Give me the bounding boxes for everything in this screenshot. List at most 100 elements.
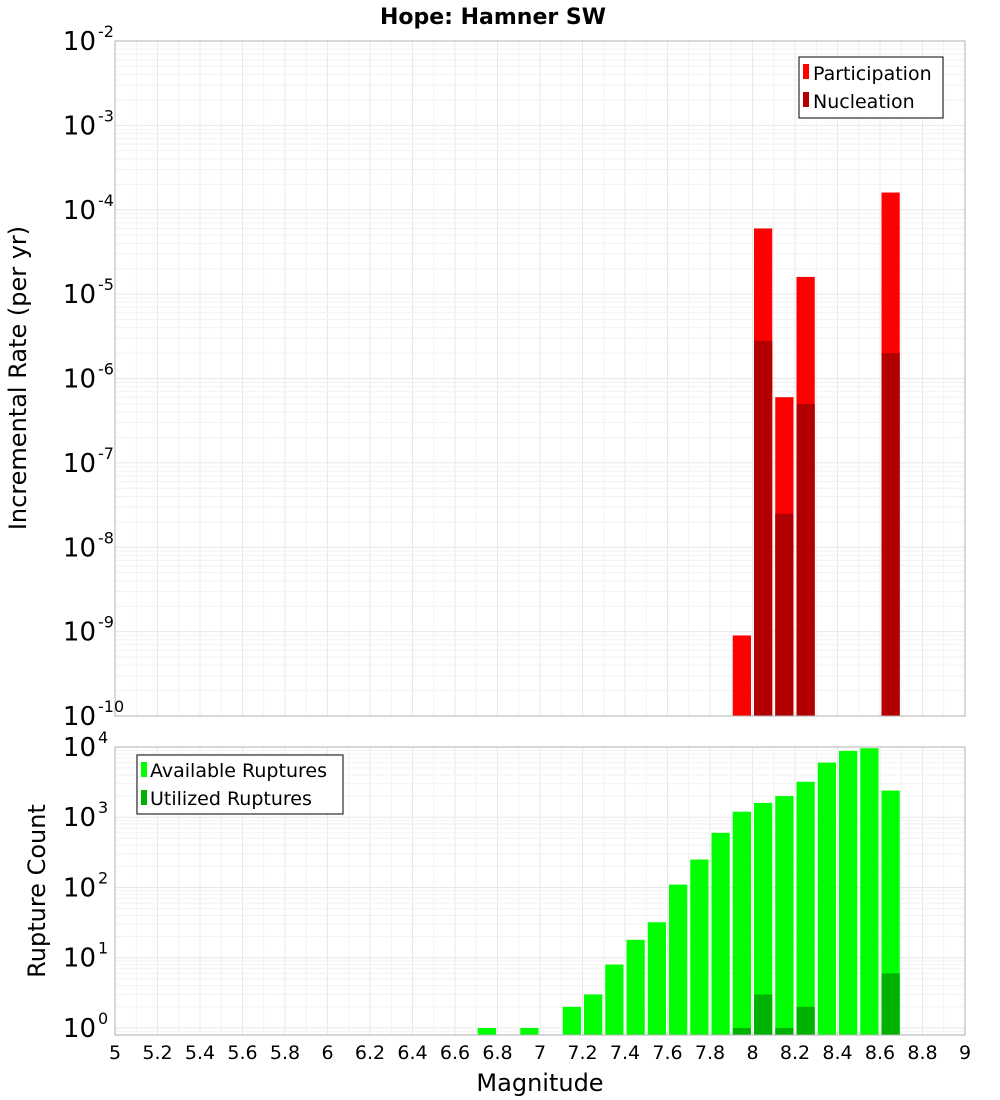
bottom-bar-available-ruptures (754, 802, 773, 1035)
bottom-bar-available-ruptures (520, 1027, 539, 1035)
bottom-bar-available-ruptures (732, 811, 751, 1035)
bottom-legend-box (136, 754, 344, 815)
top-y-tick-exponent: -8 (98, 528, 114, 547)
bottom-bar-available-ruptures (775, 796, 794, 1035)
top-y-tick-exponent: -7 (98, 444, 114, 463)
top-y-axis-label: Incremental Rate (per yr) (4, 226, 32, 530)
top-y-tick-exponent: -4 (98, 191, 114, 210)
bottom-bar-utilized-ruptures (881, 973, 900, 1035)
bottom-bars (477, 748, 900, 1035)
top-bar-participation (732, 635, 751, 716)
x-tick-label: 6.2 (355, 1042, 385, 1064)
top-y-tick-label: 10 (63, 111, 96, 141)
bottom-y-tick-exponent: 3 (98, 798, 108, 817)
top-y-tick-label: 10 (63, 196, 96, 226)
x-tick-label: 5.8 (270, 1042, 300, 1064)
bottom-bar-available-ruptures (817, 762, 836, 1035)
bottom-legend: Available Ruptures Utilized Ruptures (136, 754, 344, 815)
x-tick-label: 6.8 (482, 1042, 512, 1064)
bottom-bar-available-ruptures (562, 1006, 581, 1035)
top-bar-nucleation (754, 340, 773, 716)
x-tick-label: 7.6 (652, 1042, 682, 1064)
legend-swatch-participation (803, 64, 809, 79)
legend-swatch-available (141, 762, 147, 777)
bottom-bar-available-ruptures (584, 994, 603, 1035)
legend-label-available: Available Ruptures (150, 760, 327, 782)
top-legend-box (798, 56, 944, 119)
top-bars (732, 192, 900, 717)
x-tick-label: 8.4 (822, 1042, 852, 1064)
x-tick-label: 8.8 (907, 1042, 937, 1064)
bottom-bar-available-ruptures (626, 939, 645, 1035)
top-y-tick-label: 10 (63, 280, 96, 310)
top-y-tick-exponent: -9 (98, 613, 114, 632)
x-tick-label: 9 (959, 1042, 971, 1064)
x-tick-label: 5 (109, 1042, 121, 1064)
legend-label-participation: Participation (813, 63, 932, 85)
top-y-tick-label: 10 (63, 365, 96, 395)
top-y-tick-label: 10 (63, 533, 96, 563)
x-axis-label: Magnitude (476, 1069, 603, 1097)
x-ticks: 5 5.2 5.4 5.6 5.8 6 6.2 6.4 6.6 6.8 7 7.2 7.4 7.6 7.8 8… (109, 1042, 971, 1064)
bottom-bar-available-ruptures (711, 832, 730, 1035)
bottom-y-axis-label: Rupture Count (23, 804, 51, 978)
bottom-bar-available-ruptures (669, 884, 688, 1035)
bottom-plot-frame (114, 746, 966, 1036)
x-tick-label: 7.2 (567, 1042, 597, 1064)
top-y-tick-exponent: -5 (98, 275, 114, 294)
x-tick-label: 8.6 (865, 1042, 895, 1064)
bottom-bar-utilized-ruptures (775, 1027, 794, 1035)
chart-title: Hope: Hamner SW (380, 5, 606, 30)
bottom-bar-available-ruptures (796, 781, 815, 1035)
x-tick-label: 7.8 (695, 1042, 725, 1064)
x-tick-label: 6.6 (440, 1042, 470, 1064)
bottom-bar-available-ruptures (860, 748, 879, 1035)
top-y-tick-label: 10 (63, 702, 96, 732)
legend-label-nucleation: Nucleation (813, 91, 915, 113)
bottom-y-tick-label: 10 (63, 803, 96, 833)
top-y-tick-exponent: -6 (98, 360, 114, 379)
top-bar-nucleation (881, 353, 900, 716)
top-y-tick-label: 10 (63, 618, 96, 648)
bottom-bar-utilized-ruptures (796, 1006, 815, 1035)
bottom-y-tick-label: 10 (63, 1014, 96, 1044)
bottom-y-tick-label: 10 (63, 944, 96, 974)
bottom-y-tick-exponent: 0 (98, 1009, 108, 1028)
x-tick-label: 5.6 (227, 1042, 257, 1064)
legend-label-utilized: Utilized Ruptures (150, 788, 312, 810)
top-bar-nucleation (796, 403, 815, 716)
x-tick-label: 8 (746, 1042, 758, 1064)
bottom-bar-utilized-ruptures (754, 994, 773, 1035)
x-tick-label: 7.4 (610, 1042, 640, 1064)
top-plot-frame (114, 40, 966, 717)
top-gridlines (114, 40, 966, 717)
x-tick-label: 7 (534, 1042, 546, 1064)
legend-swatch-utilized (141, 790, 147, 805)
top-y-tick-label: 10 (63, 27, 96, 57)
x-tick-label: 8.2 (780, 1042, 810, 1064)
x-tick-label: 5.4 (185, 1042, 215, 1064)
bottom-bar-available-ruptures (477, 1027, 496, 1035)
x-tick-label: 6.4 (397, 1042, 427, 1064)
top-legend: Participation Nucleation (798, 56, 944, 119)
top-y-tick-exponent: -10 (98, 697, 124, 716)
bottom-bar-available-ruptures (647, 922, 666, 1035)
x-tick-label: 6 (321, 1042, 333, 1064)
bottom-y-tick-exponent: 4 (98, 728, 108, 747)
bottom-y-tick-label: 10 (63, 873, 96, 903)
bottom-bar-available-ruptures (690, 859, 709, 1035)
top-y-tick-exponent: -3 (98, 106, 114, 125)
bottom-bar-utilized-ruptures (732, 1027, 751, 1035)
bottom-bar-available-ruptures (839, 750, 858, 1035)
bottom-y-tick-label: 10 (63, 733, 96, 763)
bottom-y-tick-exponent: 1 (98, 939, 108, 958)
top-bar-nucleation (775, 513, 794, 716)
bottom-bar-available-ruptures (605, 964, 624, 1035)
bottom-y-tick-exponent: 2 (98, 868, 108, 887)
top-y-tick-label: 10 (63, 449, 96, 479)
